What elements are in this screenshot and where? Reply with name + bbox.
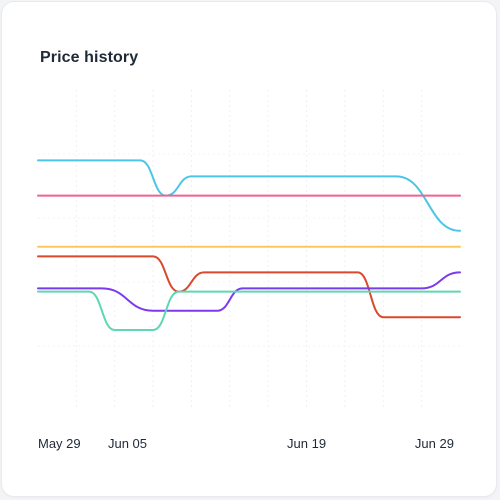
- x-tick-label: May 29: [38, 436, 81, 451]
- x-tick-label: Jun 05: [108, 436, 147, 451]
- chart-card: Price history: [2, 2, 496, 496]
- x-tick-label: Jun 19: [287, 436, 326, 451]
- x-tick-label: Jun 29: [415, 436, 454, 451]
- chart-title: Price history: [40, 49, 139, 66]
- x-axis-ticks: May 29 Jun 05 Jun 19 Jun 29: [38, 436, 454, 451]
- series-line-5: [37, 271, 461, 312]
- chart-series: [37, 159, 461, 331]
- series-line-4: [37, 255, 461, 319]
- series-line-6: [37, 290, 461, 331]
- series-line-1: [37, 159, 461, 232]
- chart-grid: [38, 90, 460, 410]
